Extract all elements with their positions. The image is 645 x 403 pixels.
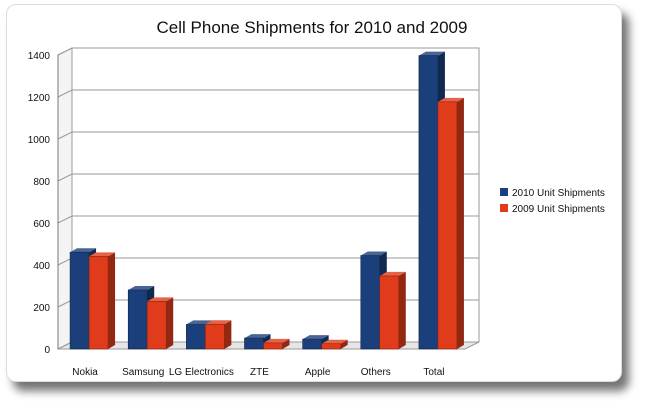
bar (379, 271, 406, 350)
bar-front (379, 275, 400, 350)
bar-front (263, 342, 283, 350)
y-tick-label: 1000 (28, 135, 51, 146)
bar-top (263, 338, 290, 343)
bar-front (244, 337, 264, 350)
bar-side (282, 338, 290, 349)
chart-title: Cell Phone Shipments for 2010 and 2009 (157, 18, 468, 37)
x-tick-label: Nokia (72, 367, 98, 378)
chart-card: Cell Phone Shipments for 2010 and 2009 0… (6, 4, 622, 382)
bar-top (437, 97, 464, 102)
bar-top (360, 251, 387, 256)
y-tick-label: 0 (44, 345, 50, 356)
gridline (57, 89, 479, 98)
bar (263, 338, 290, 350)
legend-swatch (500, 204, 508, 212)
bar-front (186, 324, 206, 350)
bar-front (302, 338, 322, 350)
y-tick-label: 800 (33, 177, 50, 188)
bar-front (418, 55, 439, 350)
bar-side (398, 271, 406, 349)
bar-chart: Cell Phone Shipments for 2010 and 2009 0… (28, 18, 605, 378)
x-tick-label: Others (361, 367, 391, 378)
y-tick-label: 1200 (28, 93, 51, 104)
x-tick-label: LG Electronics (169, 367, 234, 378)
bar-top (244, 334, 271, 339)
bar-side (166, 297, 174, 349)
bar-top (128, 285, 155, 290)
bar-top (379, 271, 406, 276)
bar-front (69, 251, 90, 350)
bar-front (127, 289, 148, 350)
y-tick-label: 1400 (28, 51, 51, 62)
gridline (57, 173, 479, 182)
bar-top (321, 339, 348, 344)
bar-front (205, 323, 225, 350)
legend-label: 2009 Unit Shipments (512, 204, 605, 215)
bar-front (360, 255, 381, 350)
bar-top (70, 248, 97, 253)
y-tick-label: 400 (33, 261, 50, 272)
bar-side (340, 339, 348, 349)
bar (321, 339, 348, 350)
x-tick-label: Apple (305, 367, 331, 378)
bar-top (302, 335, 329, 340)
bar-side (108, 252, 116, 349)
plot-area: 0 200 400 600 800 1000 1200 1400 Nokia Samsung LG … (28, 47, 480, 378)
bar-side (456, 97, 464, 349)
y-tick-label: 600 (33, 219, 50, 230)
x-tick-label: Samsung (122, 367, 164, 378)
bar-top (147, 297, 174, 302)
gridline (57, 47, 479, 56)
legend-swatch (500, 188, 508, 196)
bar-front (88, 256, 109, 350)
bar-top (186, 320, 213, 325)
bar-top (89, 252, 116, 257)
bar (437, 97, 464, 350)
bar-front (437, 101, 458, 350)
gridline (57, 131, 479, 140)
bar-side (224, 320, 232, 349)
bar-top (205, 320, 232, 325)
gridline (57, 215, 479, 224)
legend-label: 2010 Unit Shipments (512, 188, 605, 199)
y-tick-label: 200 (33, 303, 50, 314)
bar-top (418, 51, 445, 56)
bar-front (321, 343, 341, 350)
x-tick-label: Total (423, 367, 444, 378)
legend: 2010 Unit Shipments 2009 Unit Shipments (500, 188, 605, 215)
bar (88, 252, 116, 350)
bar-front (146, 301, 167, 350)
bar (205, 320, 232, 350)
x-tick-label: ZTE (250, 367, 269, 378)
bar (146, 297, 174, 350)
